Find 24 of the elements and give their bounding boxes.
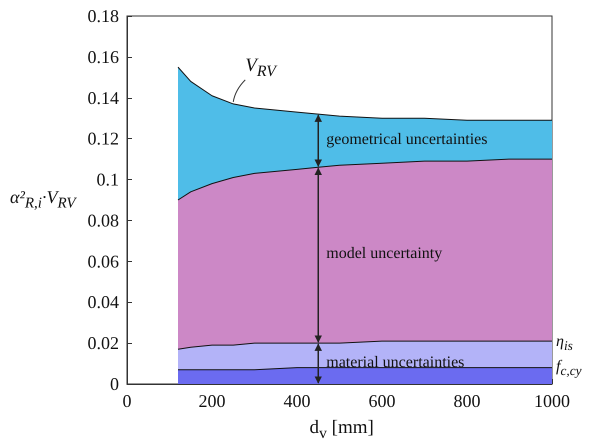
y-tick-label: 0.02 bbox=[88, 333, 119, 354]
series-label: model uncertainty bbox=[326, 245, 442, 262]
series-label: geometrical uncertainties bbox=[326, 130, 488, 148]
series-label: η$_{is}$ bbox=[556, 332, 573, 353]
y-tick-label: 0.14 bbox=[88, 88, 119, 108]
y-tick-label: 0 bbox=[110, 374, 119, 394]
series-label: f$_{c,cy}$ bbox=[556, 358, 582, 378]
y-axis-title: α²$_{R,i}$·V$_{RV}$ bbox=[10, 187, 76, 212]
x-tick-label: 600 bbox=[368, 391, 396, 411]
x-tick-label: 0 bbox=[122, 391, 132, 411]
y-tick-label: 0.04 bbox=[88, 292, 119, 312]
y-tick-label: 0.1 bbox=[96, 170, 119, 190]
y-tick-label: 0.12 bbox=[88, 128, 119, 149]
x-tick-label: 1000 bbox=[534, 391, 570, 411]
y-tick-label: 0.08 bbox=[88, 210, 119, 230]
y-tick-label: 0.18 bbox=[88, 6, 119, 26]
annotation: material uncertainties bbox=[326, 354, 464, 371]
x-tick-label: 400 bbox=[284, 391, 310, 411]
x-axis-title: d$_{v}$ [mm] bbox=[310, 417, 374, 442]
x-tick-label: 200 bbox=[198, 391, 226, 411]
y-tick-label: 0.06 bbox=[88, 251, 119, 272]
y-tick-label: 0.16 bbox=[88, 46, 119, 67]
annotation: V$_{RV}$ bbox=[245, 54, 276, 80]
x-tick-label: 800 bbox=[454, 391, 480, 411]
